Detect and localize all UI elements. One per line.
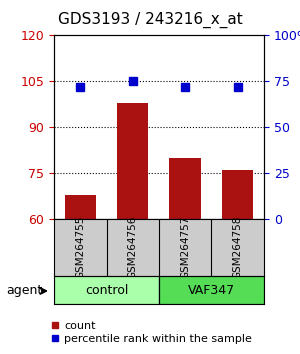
Text: agent: agent [6, 285, 42, 297]
FancyBboxPatch shape [54, 276, 159, 304]
Text: GSM264755: GSM264755 [75, 216, 85, 280]
Bar [64, 195, 96, 219]
Text: GSM264758: GSM264758 [233, 216, 243, 280]
Bar [222, 170, 254, 219]
Legend: count, percentile rank within the sample: count, percentile rank within the sample [51, 321, 252, 344]
Text: GSM264756: GSM264756 [128, 216, 138, 280]
Text: GSM264757: GSM264757 [180, 216, 190, 280]
Text: control: control [85, 284, 128, 297]
FancyBboxPatch shape [159, 276, 264, 304]
Bar [169, 158, 201, 219]
Bar [117, 103, 148, 219]
Text: GDS3193 / 243216_x_at: GDS3193 / 243216_x_at [58, 12, 242, 28]
Text: VAF347: VAF347 [188, 284, 235, 297]
